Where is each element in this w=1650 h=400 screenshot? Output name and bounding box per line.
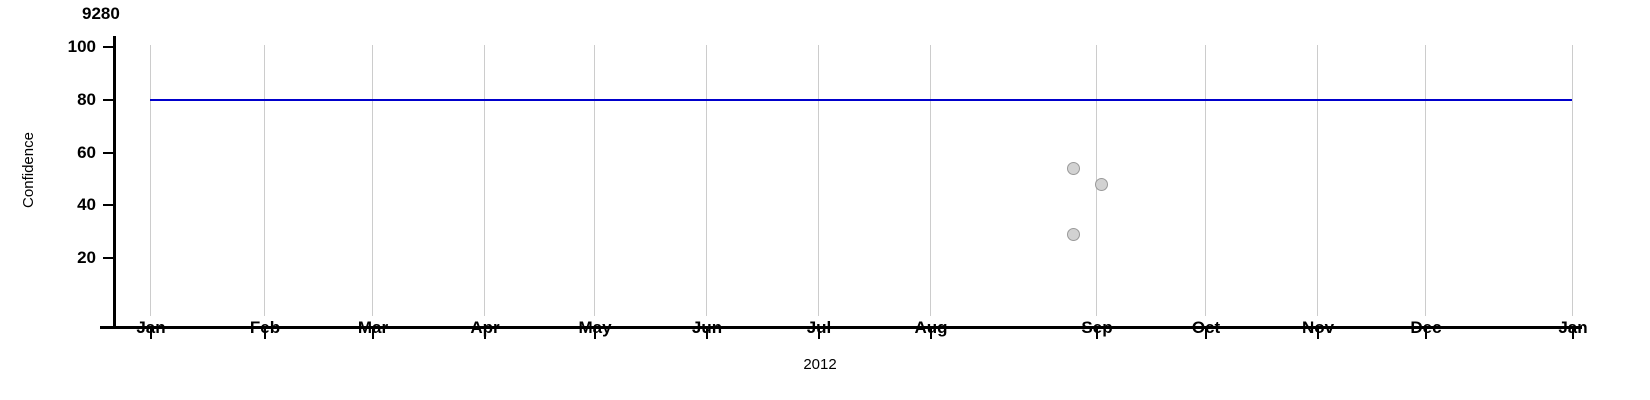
x-tick-mark-10 bbox=[1317, 329, 1319, 339]
x-tick-label-0: Jan bbox=[136, 318, 166, 337]
y-tick-mark-40 bbox=[103, 204, 113, 207]
y-tick-label-text: 60 bbox=[77, 142, 96, 162]
threshold-line bbox=[150, 98, 1572, 101]
gridline-dec bbox=[1425, 45, 1426, 316]
x-axis-title-text: 2012 bbox=[803, 356, 837, 373]
y-tick-mark-20 bbox=[103, 257, 113, 259]
x-tick-mark-9 bbox=[1205, 329, 1207, 339]
x-tick-label-11: Dec bbox=[1410, 318, 1442, 337]
x-tick-mark-1 bbox=[264, 329, 266, 339]
x-tick-mark-8 bbox=[1096, 329, 1098, 339]
y-tick-label-60: 60 bbox=[40, 144, 96, 162]
x-tick-mark-7 bbox=[930, 329, 932, 339]
x-tick-label-6: Jul bbox=[806, 318, 832, 337]
gridline-jun bbox=[706, 45, 707, 316]
x-tick-label-5: Jun bbox=[691, 318, 723, 337]
y-tick-mark-100 bbox=[103, 46, 113, 48]
y-tick-mark-80 bbox=[103, 98, 113, 101]
x-tick-label-2: Mar bbox=[357, 318, 389, 337]
y-tick-label-text: 80 bbox=[77, 89, 96, 109]
x-tick-label-1: Feb bbox=[249, 318, 281, 337]
gridline-jul bbox=[818, 45, 819, 316]
x-tick-label-9: Oct bbox=[1191, 318, 1221, 337]
x-tick-mark-5 bbox=[706, 329, 708, 339]
y-tick-mark-60 bbox=[103, 151, 113, 154]
gridline-jan bbox=[150, 45, 151, 316]
x-axis-spine bbox=[100, 326, 1582, 329]
y-tick-label-80: 80 bbox=[40, 91, 96, 109]
data-point[interactable] bbox=[1066, 227, 1080, 241]
gridline-apr bbox=[484, 45, 485, 316]
gridline-may bbox=[594, 45, 595, 316]
y-tick-label-100: 100 bbox=[40, 38, 96, 56]
gridline-oct bbox=[1205, 45, 1206, 316]
y-tick-label-text: 100 bbox=[67, 37, 96, 56]
x-tick-label-4: May bbox=[578, 318, 612, 337]
chart-title: 9280 bbox=[82, 4, 120, 23]
x-tick-mark-6 bbox=[818, 329, 820, 339]
gridline-nov bbox=[1317, 45, 1318, 316]
y-tick-label-text: 40 bbox=[77, 195, 96, 215]
y-axis-title-text: Confidence bbox=[20, 132, 37, 208]
x-tick-mark-0 bbox=[150, 329, 152, 339]
x-tick-mark-11 bbox=[1425, 329, 1427, 339]
y-tick-label-40: 40 bbox=[40, 196, 96, 214]
x-tick-mark-3 bbox=[484, 329, 486, 339]
y-tick-label-text: 20 bbox=[77, 248, 96, 267]
y-axis-spine bbox=[113, 36, 116, 328]
x-tick-label-12: Jan bbox=[1558, 318, 1588, 337]
x-tick-label-3: Apr bbox=[470, 318, 500, 337]
data-point[interactable] bbox=[1066, 161, 1080, 175]
y-axis-title: Confidence bbox=[0, 105, 37, 235]
x-tick-label-8: Sep bbox=[1081, 318, 1113, 337]
gridline-jan bbox=[1572, 45, 1573, 316]
gridline-aug bbox=[930, 45, 931, 316]
gridline-mar bbox=[372, 45, 373, 316]
x-tick-mark-12 bbox=[1572, 329, 1574, 339]
x-axis-title: 2012 bbox=[0, 356, 1650, 373]
y-tick-label-20: 20 bbox=[40, 249, 96, 267]
data-point[interactable] bbox=[1094, 177, 1108, 191]
x-tick-mark-4 bbox=[594, 329, 596, 339]
gridline-feb bbox=[264, 45, 265, 316]
x-tick-label-7: Aug bbox=[914, 318, 948, 337]
x-tick-label-10: Nov bbox=[1301, 318, 1335, 337]
x-tick-mark-2 bbox=[372, 329, 374, 339]
